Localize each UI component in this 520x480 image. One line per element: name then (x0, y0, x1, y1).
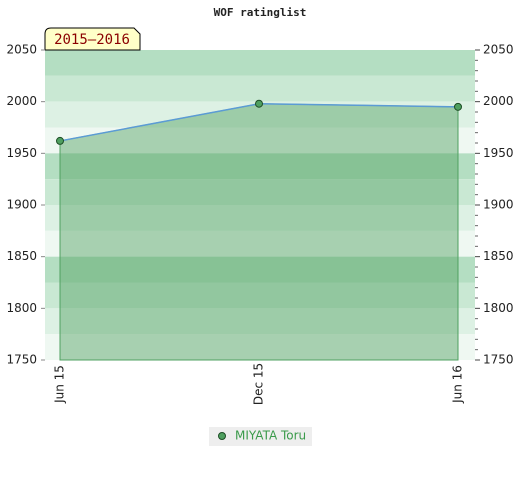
band (45, 50, 475, 76)
y2-tick-label: 1800 (483, 301, 514, 315)
x-tick-label: Jun 15 (53, 365, 67, 404)
y2-tick-label: 1950 (483, 146, 514, 160)
band (45, 256, 475, 283)
y2-tick-label: 2000 (483, 94, 514, 108)
y2-tick-label: 1850 (483, 249, 514, 263)
x-tick-label: Jun 16 (451, 365, 465, 404)
y2-tick-label: 2050 (483, 43, 514, 57)
y-tick-label: 2000 (6, 94, 37, 108)
legend-label: MIYATA Toru (235, 429, 306, 443)
area (59, 103, 459, 361)
period-box (44, 27, 141, 51)
band (45, 127, 475, 154)
band (45, 75, 475, 102)
y-tick-label: 1900 (6, 198, 37, 212)
band (45, 179, 475, 205)
band (45, 230, 475, 257)
x-tick-label: Dec 15 (252, 363, 266, 405)
point (56, 136, 64, 145)
band (45, 205, 475, 231)
point (255, 99, 263, 108)
y-tick-label: 1950 (6, 146, 37, 160)
chart-title: WOF ratinglist (214, 6, 307, 19)
band (45, 334, 475, 360)
legend-marker (218, 432, 226, 440)
y-tick-label: 1750 (6, 353, 37, 367)
y2-tick-label: 1750 (483, 353, 514, 367)
y2-tick-label: 1900 (483, 198, 514, 212)
y-tick-label: 1800 (6, 301, 37, 315)
plot-area (45, 50, 475, 361)
band (45, 282, 475, 309)
band (45, 153, 475, 180)
legend (209, 427, 312, 446)
y-tick-label: 1850 (6, 249, 37, 263)
period-label: 2015–2016 (54, 32, 130, 48)
band (45, 308, 475, 335)
point (454, 102, 462, 111)
y-tick-label: 2050 (6, 43, 37, 57)
